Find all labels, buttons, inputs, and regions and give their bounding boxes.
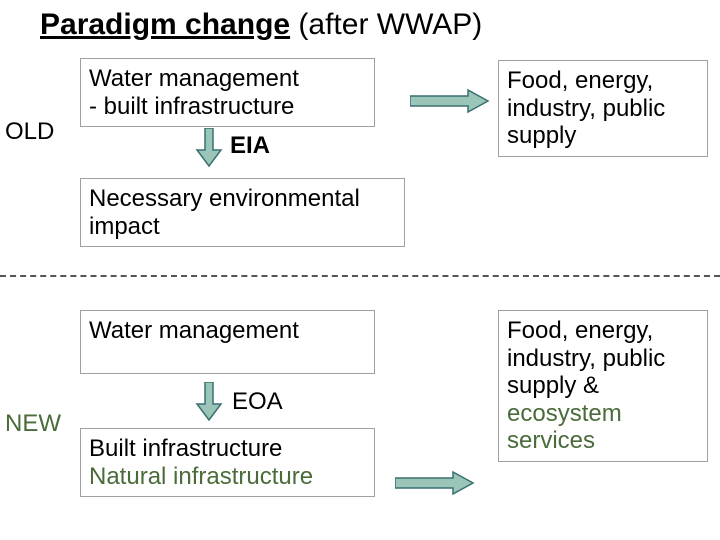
divider xyxy=(0,275,720,277)
title-underlined: Paradigm change xyxy=(40,8,290,41)
old-top-box: Water management - built infrastructure xyxy=(80,58,375,127)
arrow-right-old xyxy=(410,88,490,119)
new-right-plain: Food, energy, industry, public supply & xyxy=(507,317,699,400)
new-right-green: ecosystem services xyxy=(507,400,699,455)
new-bottom-line1: Built infrastructure xyxy=(89,435,366,463)
old-right-box: Food, energy, industry, public supply xyxy=(498,60,708,157)
right-arrow-icon xyxy=(395,470,475,496)
down-arrow-icon xyxy=(195,128,223,168)
new-bottom-line2: Natural infrastructure xyxy=(89,463,366,491)
new-bottom-box: Built infrastructure Natural infrastruct… xyxy=(80,428,375,497)
arrow-down-old xyxy=(195,128,223,173)
eia-label: EIA xyxy=(230,132,270,160)
new-right-box: Food, energy, industry, public supply & … xyxy=(498,310,708,462)
new-label: NEW xyxy=(5,410,61,438)
old-label: OLD xyxy=(5,118,54,146)
new-top-box: Water management xyxy=(80,310,375,374)
title-rest: (after WWAP) xyxy=(290,8,482,41)
page-title: Paradigm change (after WWAP) xyxy=(40,8,482,42)
right-arrow-icon xyxy=(410,88,490,114)
old-bottom-box: Necessary environmental impact xyxy=(80,178,405,247)
arrow-down-new xyxy=(195,382,223,427)
down-arrow-icon xyxy=(195,382,223,422)
eoa-label: EOA xyxy=(232,388,283,416)
arrow-right-new xyxy=(395,470,475,501)
